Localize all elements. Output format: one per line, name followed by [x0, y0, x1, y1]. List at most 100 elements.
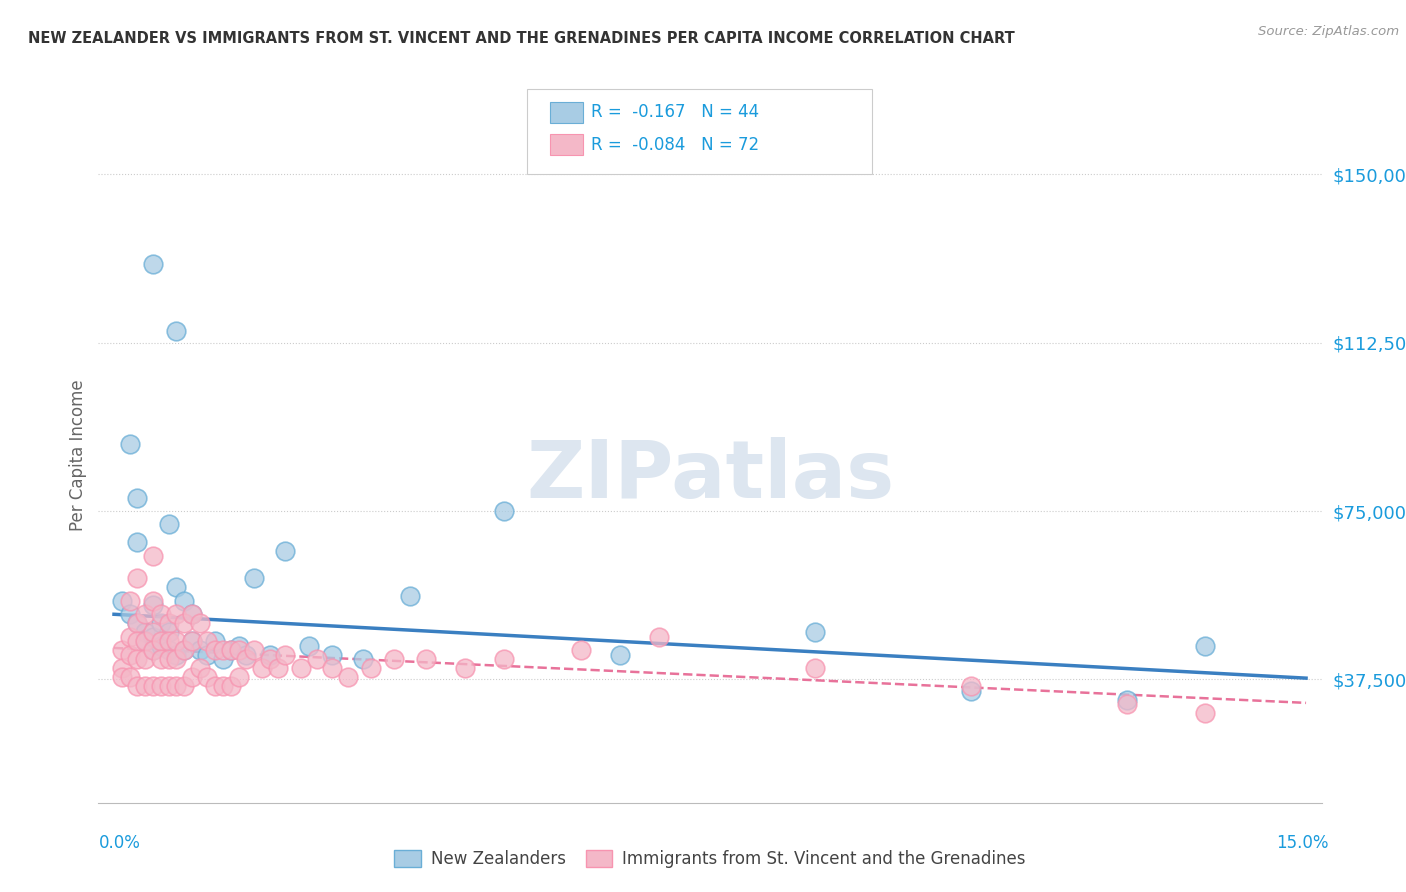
Point	[127, 616, 149, 631]
Point	[197, 670, 219, 684]
Point	[228, 639, 250, 653]
Point	[415, 652, 437, 666]
Point	[165, 325, 187, 339]
Point	[399, 590, 422, 604]
Point	[111, 670, 134, 684]
Point	[259, 648, 281, 662]
Point	[204, 634, 226, 648]
Point	[219, 643, 242, 657]
Text: ZIPatlas: ZIPatlas	[526, 437, 894, 515]
Point	[157, 517, 180, 532]
Point	[960, 683, 983, 698]
Text: 15.0%: 15.0%	[1277, 834, 1329, 852]
Point	[266, 661, 288, 675]
Point	[134, 679, 156, 693]
Point	[142, 257, 165, 271]
Point	[127, 616, 149, 631]
Point	[142, 625, 165, 640]
Point	[111, 661, 134, 675]
Point	[127, 634, 149, 648]
Point	[165, 648, 187, 662]
Point	[157, 634, 180, 648]
Point	[127, 652, 149, 666]
Point	[180, 607, 202, 622]
Point	[165, 580, 187, 594]
Point	[188, 616, 211, 631]
Point	[142, 643, 165, 657]
Point	[212, 652, 235, 666]
Y-axis label: Per Capita Income: Per Capita Income	[69, 379, 87, 531]
Point	[228, 643, 250, 657]
Point	[118, 607, 141, 622]
Point	[149, 607, 172, 622]
Point	[173, 616, 195, 631]
Point	[157, 679, 180, 693]
Point	[165, 652, 187, 666]
Point	[1194, 706, 1216, 720]
Point	[453, 661, 475, 675]
Point	[321, 661, 343, 675]
Point	[228, 670, 250, 684]
Point	[165, 607, 187, 622]
Point	[118, 670, 141, 684]
Point	[142, 599, 165, 613]
Point	[492, 504, 515, 518]
Legend: New Zealanders, Immigrants from St. Vincent and the Grenadines: New Zealanders, Immigrants from St. Vinc…	[388, 843, 1032, 874]
Point	[1115, 692, 1137, 706]
Point	[142, 549, 165, 563]
Point	[134, 634, 156, 648]
Point	[219, 679, 242, 693]
Point	[235, 648, 257, 662]
Point	[180, 634, 202, 648]
Point	[149, 634, 172, 648]
Text: R =  -0.167   N = 44: R = -0.167 N = 44	[591, 103, 759, 121]
Point	[149, 652, 172, 666]
Point	[804, 661, 827, 675]
Point	[173, 643, 195, 657]
Point	[188, 643, 211, 657]
Point	[298, 639, 321, 653]
Point	[134, 652, 156, 666]
Point	[274, 544, 297, 558]
Point	[127, 679, 149, 693]
Point	[204, 643, 226, 657]
Point	[235, 652, 257, 666]
Point	[165, 634, 187, 648]
Point	[212, 679, 235, 693]
Point	[305, 652, 328, 666]
Point	[127, 535, 149, 549]
Point	[571, 643, 593, 657]
Point	[180, 607, 202, 622]
Point	[142, 679, 165, 693]
Point	[274, 648, 297, 662]
Point	[609, 648, 631, 662]
Point	[118, 630, 141, 644]
Point	[384, 652, 406, 666]
Point	[142, 594, 165, 608]
Point	[352, 652, 374, 666]
Text: 0.0%: 0.0%	[98, 834, 141, 852]
Point	[290, 661, 312, 675]
Point	[149, 616, 172, 631]
Point	[648, 630, 671, 644]
Point	[360, 661, 382, 675]
Point	[157, 616, 180, 631]
Point	[243, 643, 266, 657]
Point	[321, 648, 343, 662]
Point	[134, 634, 156, 648]
Point	[259, 652, 281, 666]
Point	[142, 643, 165, 657]
Point	[111, 594, 134, 608]
Point	[173, 643, 195, 657]
Point	[336, 670, 359, 684]
Point	[157, 652, 180, 666]
Point	[197, 648, 219, 662]
Point	[142, 630, 165, 644]
Point	[149, 679, 172, 693]
Point	[250, 661, 273, 675]
Point	[219, 643, 242, 657]
Point	[118, 594, 141, 608]
Point	[188, 661, 211, 675]
Point	[173, 679, 195, 693]
Point	[1194, 639, 1216, 653]
